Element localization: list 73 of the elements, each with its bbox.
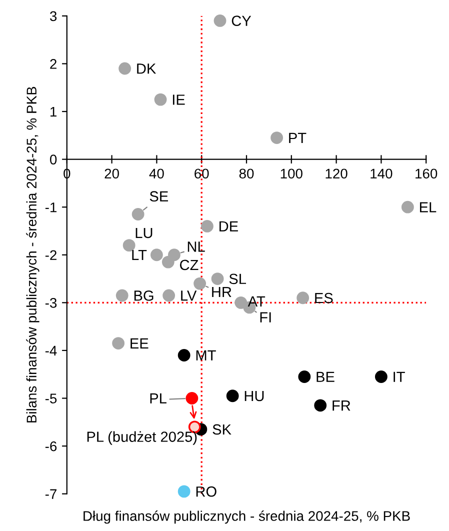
annotation: SL — [229, 274, 246, 284]
annotation: IE — [172, 94, 185, 105]
y-tick-label: 2 — [50, 59, 56, 69]
y-tick-label: -4 — [45, 346, 57, 356]
annotation: NL — [188, 242, 205, 252]
point — [162, 289, 176, 302]
y-tick-label: -7 — [45, 489, 56, 499]
y-tick-label: -3 — [45, 298, 57, 308]
x-axis-title: Dług finansów publicznych - średnia 2024-25, % PKB — [84, 510, 410, 524]
point — [201, 220, 214, 232]
point — [226, 390, 239, 402]
annotation: EE — [130, 338, 148, 348]
annotation: ES — [315, 292, 333, 304]
point — [112, 337, 125, 350]
y-tick-label: -1 — [45, 202, 56, 212]
x-tick-label: 160 — [416, 168, 438, 179]
annotation: FI — [260, 312, 271, 322]
point — [186, 392, 198, 404]
annotation: EL — [420, 202, 436, 212]
point — [401, 200, 414, 214]
point — [122, 239, 136, 252]
y-tick-label: -2 — [45, 250, 56, 260]
y-axis-title: Bilans finansów publicznych - średnia 2024-25, % PKB — [26, 86, 40, 422]
x-tick-label: 40 — [149, 168, 164, 179]
x-tick-label: 100 — [280, 168, 302, 179]
point — [296, 292, 310, 304]
y-tick-label: -5 — [45, 394, 57, 404]
annotation: SK — [212, 424, 232, 435]
point — [178, 485, 190, 498]
point — [194, 277, 206, 290]
annotation: MT — [196, 350, 216, 360]
annotation: HU — [244, 390, 264, 402]
annotation: AT — [248, 296, 266, 306]
x-tick-label: 80 — [239, 168, 254, 179]
point — [116, 289, 128, 302]
point — [374, 370, 388, 383]
annotation: HR — [212, 287, 232, 298]
point — [118, 62, 132, 75]
annotation: LT — [132, 250, 147, 260]
point — [162, 256, 174, 268]
point — [132, 208, 144, 220]
point — [214, 14, 226, 27]
annotation: SE — [150, 191, 168, 202]
x-tick-label: 60 — [194, 168, 209, 179]
annotation: CZ — [180, 260, 198, 270]
y-tick-label: 1 — [50, 106, 56, 117]
point — [178, 349, 190, 362]
annotation: BE — [316, 372, 334, 382]
annotation: BG — [134, 290, 154, 301]
annotation: LV — [181, 290, 197, 301]
y-tick-label: 0 — [50, 154, 57, 164]
point — [298, 370, 311, 383]
annotation: IT — [394, 372, 405, 382]
point — [314, 399, 327, 412]
x-tick-label: 140 — [370, 168, 392, 179]
annotation: DE — [220, 221, 238, 232]
point — [270, 132, 284, 144]
annotation: FR — [332, 400, 350, 411]
point — [234, 296, 248, 309]
annotation: RO — [196, 486, 216, 497]
annotation: PL — [150, 393, 166, 404]
annotation: PT — [289, 132, 306, 143]
point — [150, 248, 163, 262]
point — [154, 93, 167, 106]
point — [211, 272, 224, 285]
x-tick-label: 120 — [326, 168, 348, 179]
y-tick-label: 3 — [50, 11, 57, 22]
annotation: DK — [137, 64, 156, 74]
annotation: CY — [232, 16, 252, 26]
annotation: LU — [136, 228, 152, 238]
annotation: PL (budżet 2025) — [87, 431, 197, 445]
y-tick-label: -6 — [45, 441, 57, 452]
x-tick-label: 20 — [104, 168, 119, 179]
